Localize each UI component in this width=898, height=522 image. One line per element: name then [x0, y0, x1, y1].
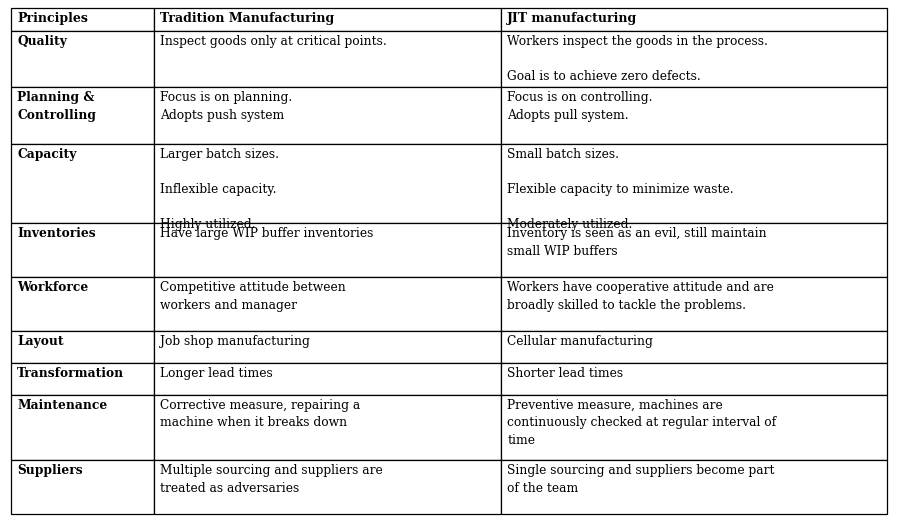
Bar: [11, 30, 154, 87]
Bar: [11, 277, 154, 331]
Text: Principles: Principles: [17, 12, 88, 25]
Text: Workforce: Workforce: [17, 281, 88, 294]
Bar: [501, 223, 887, 277]
Bar: [501, 363, 887, 395]
Bar: [501, 331, 887, 363]
Bar: [11, 87, 154, 144]
Text: Inspect goods only at critical points.: Inspect goods only at critical points.: [160, 35, 387, 48]
Bar: [501, 277, 887, 331]
Bar: [501, 87, 887, 144]
Bar: [11, 363, 154, 395]
Text: Small batch sizes.

Flexible capacity to minimize waste.

Moderately utilized.: Small batch sizes. Flexible capacity to …: [507, 148, 734, 231]
Text: Workers have cooperative attitude and are
broadly skilled to tackle the problems: Workers have cooperative attitude and ar…: [507, 281, 774, 312]
Bar: [154, 30, 501, 87]
Text: Focus is on planning.
Adopts push system: Focus is on planning. Adopts push system: [160, 91, 293, 122]
Text: Inventories: Inventories: [17, 228, 96, 241]
Bar: [501, 460, 887, 514]
Text: Job shop manufacturing: Job shop manufacturing: [160, 335, 310, 348]
Bar: [11, 8, 154, 30]
Bar: [11, 395, 154, 460]
Bar: [154, 223, 501, 277]
Text: Single sourcing and suppliers become part
of the team: Single sourcing and suppliers become par…: [507, 465, 775, 495]
Bar: [11, 144, 154, 223]
Bar: [154, 144, 501, 223]
Text: Preventive measure, machines are
continuously checked at regular interval of
tim: Preventive measure, machines are continu…: [507, 399, 777, 447]
Text: Maintenance: Maintenance: [17, 399, 108, 412]
Bar: [501, 144, 887, 223]
Bar: [154, 277, 501, 331]
Text: Larger batch sizes.

Inflexible capacity.

Highly utilized.: Larger batch sizes. Inflexible capacity.…: [160, 148, 279, 231]
Text: Suppliers: Suppliers: [17, 465, 83, 478]
Text: Transformation: Transformation: [17, 367, 124, 380]
Text: Planning &
Controlling: Planning & Controlling: [17, 91, 96, 122]
Bar: [11, 223, 154, 277]
Text: Multiple sourcing and suppliers are
treated as adversaries: Multiple sourcing and suppliers are trea…: [160, 465, 383, 495]
Bar: [154, 331, 501, 363]
Bar: [154, 395, 501, 460]
Text: Cellular manufacturing: Cellular manufacturing: [507, 335, 653, 348]
Text: JIT manufacturing: JIT manufacturing: [507, 12, 638, 25]
Text: Capacity: Capacity: [17, 148, 76, 161]
Bar: [11, 460, 154, 514]
Text: Layout: Layout: [17, 335, 64, 348]
Bar: [11, 331, 154, 363]
Bar: [501, 395, 887, 460]
Bar: [154, 363, 501, 395]
Text: Tradition Manufacturing: Tradition Manufacturing: [160, 12, 335, 25]
Text: Inventory is seen as an evil, still maintain
small WIP buffers: Inventory is seen as an evil, still main…: [507, 228, 767, 258]
Text: Have large WIP buffer inventories: Have large WIP buffer inventories: [160, 228, 374, 241]
Bar: [154, 460, 501, 514]
Text: Workers inspect the goods in the process.

Goal is to achieve zero defects.: Workers inspect the goods in the process…: [507, 35, 769, 82]
Text: Corrective measure, repairing a
machine when it breaks down: Corrective measure, repairing a machine …: [160, 399, 360, 429]
Text: Quality: Quality: [17, 35, 67, 48]
Text: Focus is on controlling.
Adopts pull system.: Focus is on controlling. Adopts pull sys…: [507, 91, 653, 122]
Text: Shorter lead times: Shorter lead times: [507, 367, 623, 380]
Bar: [501, 8, 887, 30]
Bar: [154, 8, 501, 30]
Text: Competitive attitude between
workers and manager: Competitive attitude between workers and…: [160, 281, 346, 312]
Text: Longer lead times: Longer lead times: [160, 367, 273, 380]
Bar: [501, 30, 887, 87]
Bar: [154, 87, 501, 144]
